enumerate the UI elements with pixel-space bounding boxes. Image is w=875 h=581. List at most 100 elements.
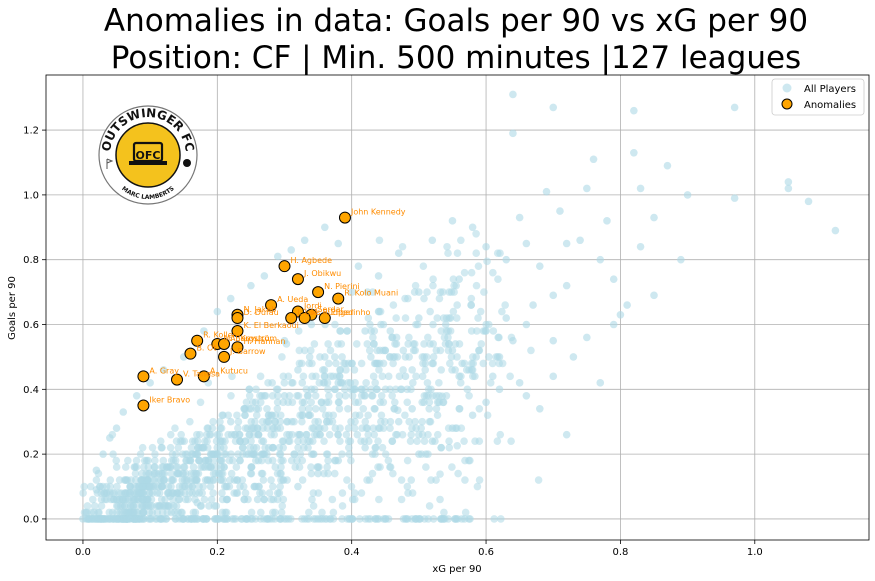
anomaly-label: M. Bergström: [223, 334, 277, 343]
all-players-point: [437, 366, 446, 374]
all-players-point: [412, 372, 420, 381]
all-players-point: [388, 333, 396, 342]
all-players-point: [287, 456, 296, 465]
anomaly-point: [184, 347, 197, 360]
anomaly-label: K. El Berkaoui: [243, 321, 298, 330]
all-players-point: [391, 398, 399, 407]
all-players-point: [92, 476, 101, 484]
all-players-point: [100, 489, 108, 497]
all-players-point: [186, 417, 194, 426]
all-players-point: [425, 502, 434, 510]
all-players-point: [309, 502, 318, 510]
all-players-point: [305, 359, 314, 368]
all-players-point: [146, 482, 154, 491]
all-players-point: [351, 417, 359, 426]
all-players-point: [299, 411, 307, 420]
all-players-point: [377, 392, 386, 400]
all-players-point: [209, 417, 217, 426]
all-players-point: [596, 255, 605, 264]
all-players-point: [417, 424, 426, 433]
anomaly-label: Serdar: [317, 305, 344, 314]
all-players-point: [392, 314, 400, 322]
all-players-point: [455, 275, 463, 283]
all-players-point: [475, 346, 484, 355]
all-players-point: [426, 307, 434, 316]
all-players-point: [368, 450, 377, 458]
all-players-point: [185, 482, 193, 491]
all-players-point: [232, 463, 241, 471]
all-players-point: [384, 372, 393, 381]
all-players-point: [377, 411, 386, 420]
all-players-point: [90, 502, 99, 510]
all-players-point: [187, 443, 196, 452]
all-players-point: [429, 353, 438, 361]
all-players-point: [342, 366, 350, 374]
all-players-point: [151, 450, 159, 458]
all-players-point: [374, 437, 382, 445]
all-players-point: [129, 502, 137, 510]
football-icon: [183, 159, 191, 167]
all-players-point: [256, 372, 265, 381]
all-players-point: [350, 424, 359, 433]
all-players-point: [328, 495, 337, 504]
all-players-point: [334, 398, 343, 407]
all-players-point: [486, 379, 495, 387]
all-players-point: [181, 495, 190, 504]
anomaly-point: [312, 286, 325, 299]
all-players-point: [106, 489, 114, 497]
all-players-point: [482, 398, 490, 407]
all-players-point: [195, 482, 203, 491]
all-players-point: [341, 392, 350, 400]
all-players-point: [393, 430, 401, 439]
all-players-point: [233, 476, 242, 484]
all-players-point: [436, 495, 444, 504]
all-players-point: [536, 262, 544, 270]
all-players-point: [260, 272, 269, 280]
all-players-point: [245, 385, 254, 394]
all-players-point: [784, 184, 793, 193]
anomaly-point: [197, 370, 210, 383]
all-players-point: [112, 456, 121, 465]
y-tick-label: 0.4: [23, 385, 39, 396]
all-players-point: [290, 450, 298, 458]
all-players-point: [364, 430, 372, 439]
all-players-point: [381, 346, 390, 355]
all-players-point: [335, 404, 344, 413]
all-players-point: [276, 417, 285, 426]
all-players-point: [294, 327, 303, 335]
all-players-point: [268, 379, 276, 387]
all-players-point: [233, 411, 241, 420]
all-players-point: [831, 226, 840, 235]
all-players-point: [381, 515, 390, 523]
all-players-point: [427, 476, 435, 484]
all-players-point: [453, 301, 461, 309]
all-players-point: [429, 275, 437, 283]
y-tick-label: 0.8: [23, 255, 39, 266]
all-players-point: [113, 482, 121, 491]
all-players-point: [357, 437, 365, 445]
all-players-point: [375, 495, 383, 504]
all-players-point: [217, 424, 226, 433]
all-players-point: [279, 398, 288, 407]
all-players-point: [278, 353, 286, 361]
all-players-point: [210, 476, 218, 484]
all-players-point: [270, 424, 278, 433]
all-players-point: [306, 411, 315, 420]
all-players-point: [123, 476, 132, 484]
all-players-point: [172, 515, 180, 523]
all-players-point: [445, 437, 453, 445]
all-players-point: [347, 456, 355, 465]
all-players-point: [209, 489, 217, 497]
all-players-point: [277, 508, 286, 517]
all-players-point: [357, 359, 366, 368]
chart-title-line-2: Position: CF | Min. 500 minutes |127 lea…: [111, 40, 801, 76]
all-players-point: [132, 489, 141, 497]
all-players-point: [455, 372, 463, 381]
all-players-point: [357, 489, 366, 497]
all-players-point: [343, 327, 351, 335]
all-players-point: [129, 515, 138, 523]
all-players-point: [267, 430, 275, 439]
all-players-point: [366, 320, 374, 329]
all-players-point: [352, 340, 361, 348]
all-players-point: [251, 456, 260, 465]
